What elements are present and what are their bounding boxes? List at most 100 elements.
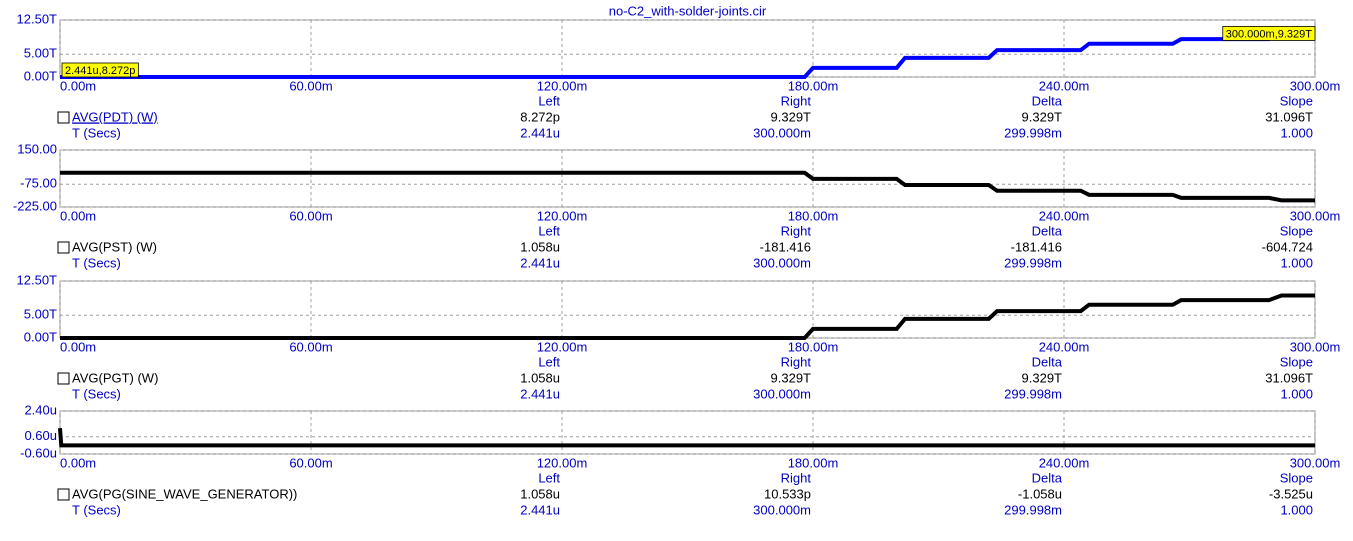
x-axis-label: T (Secs) — [72, 386, 121, 401]
cursor-header: Right — [781, 354, 812, 369]
x-tick-label: 60.00m — [289, 208, 332, 223]
cursor-x-value: 1.000 — [1280, 255, 1313, 270]
plot-frame — [59, 410, 1316, 455]
legend-entry: AVG(PDT) (W) — [72, 109, 158, 124]
x-tick-label: 120.00m — [537, 78, 588, 93]
y-tick-label: 0.00T — [24, 329, 57, 344]
y-tick-label: 5.00T — [24, 307, 57, 322]
legend-entry: AVG(PG(SINE_WAVE_GENERATOR)) — [72, 486, 297, 501]
cursor-header: Delta — [1032, 93, 1063, 108]
annotation: 2.441u,8.272p — [61, 62, 139, 78]
y-tick-label: 0.60u — [24, 428, 57, 443]
y-tick-label: 12.50T — [17, 11, 58, 26]
trace-checkbox — [57, 372, 70, 385]
cursor-x-value: 300.000m — [753, 125, 811, 140]
x-tick-label: 240.00m — [1039, 455, 1090, 470]
cursor-x-value: 299.998m — [1004, 125, 1062, 140]
x-tick-label: 120.00m — [537, 339, 588, 354]
cursor-x-value: 300.000m — [753, 255, 811, 270]
data-line — [58, 428, 1315, 448]
annotation-text: 2.441u,8.272p — [65, 65, 135, 77]
cursor-x-value: 300.000m — [753, 502, 811, 517]
cursor-value: 9.329T — [1022, 109, 1063, 124]
cursor-value: -181.416 — [760, 239, 811, 254]
trace-checkbox — [57, 111, 70, 124]
cursor-value: 1.058u — [520, 239, 560, 254]
legend-entry: AVG(PGT) (W) — [72, 370, 158, 385]
cursor-x-value: 299.998m — [1004, 502, 1062, 517]
y-tick-label: -0.60u — [20, 445, 57, 460]
cursor-value: 1.058u — [520, 370, 560, 385]
x-tick-label: 0.00m — [60, 208, 96, 223]
y-tick-label: 150.00 — [17, 141, 57, 156]
x-tick-label: 60.00m — [289, 78, 332, 93]
cursor-header: Delta — [1032, 223, 1063, 238]
data-line — [60, 170, 1315, 203]
x-tick-label: 240.00m — [1039, 78, 1090, 93]
annotation-box — [1222, 26, 1316, 41]
y-tick-label: -75.00 — [20, 176, 57, 191]
x-tick-label: 180.00m — [788, 339, 839, 354]
x-tick-label: 300.00m — [1290, 455, 1341, 470]
x-tick-label: 60.00m — [289, 339, 332, 354]
trace-checkbox — [57, 488, 70, 501]
plot-frame — [59, 149, 1316, 208]
trace-checkbox — [57, 241, 70, 254]
y-tick-label: 0.00T — [24, 68, 57, 83]
cursor-value: -3.525u — [1269, 486, 1313, 501]
x-tick-label: 0.00m — [60, 455, 96, 470]
x-tick-label: 180.00m — [788, 208, 839, 223]
cursor-header: Right — [781, 93, 812, 108]
cursor-value: 9.329T — [771, 370, 812, 385]
cursor-value: 10.533p — [764, 486, 811, 501]
x-tick-label: 180.00m — [788, 78, 839, 93]
cursor-header: Delta — [1032, 470, 1063, 485]
x-tick-label: 120.00m — [537, 208, 588, 223]
cursor-value: 9.329T — [771, 109, 812, 124]
annotation-text: 300.000m,9.329T — [1226, 28, 1313, 40]
cursor-header: Left — [538, 93, 560, 108]
x-tick-label: 240.00m — [1039, 208, 1090, 223]
cursor-x-value: 2.441u — [520, 502, 560, 517]
cursor-value: -1.058u — [1018, 486, 1062, 501]
cursor-x-value: 2.441u — [520, 125, 560, 140]
legend-entry: AVG(PST) (W) — [72, 239, 157, 254]
x-tick-label: 300.00m — [1290, 339, 1341, 354]
cursor-header: Slope — [1280, 354, 1313, 369]
cursor-header: Left — [538, 470, 560, 485]
y-tick-label: -225.00 — [13, 198, 57, 213]
cursor-header: Left — [538, 223, 560, 238]
cursor-header: Slope — [1280, 93, 1313, 108]
cursor-header: Right — [781, 223, 812, 238]
cursor-value: -604.724 — [1262, 239, 1313, 254]
cursor-header: Left — [538, 354, 560, 369]
cursor-header: Slope — [1280, 223, 1313, 238]
y-tick-label: 2.40u — [24, 402, 57, 417]
cursor-x-value: 300.000m — [753, 386, 811, 401]
x-tick-label: 0.00m — [60, 78, 96, 93]
y-tick-label: 12.50T — [17, 272, 58, 287]
cursor-x-value: 1.000 — [1280, 502, 1313, 517]
cursor-header: Slope — [1280, 470, 1313, 485]
cursor-x-value: 2.441u — [520, 255, 560, 270]
cursor-value: 31.096T — [1265, 370, 1313, 385]
x-axis-label: T (Secs) — [72, 255, 121, 270]
y-tick-label: 5.00T — [24, 46, 57, 61]
cursor-header: Delta — [1032, 354, 1063, 369]
annotation-box — [61, 62, 139, 78]
cursor-value: 1.058u — [520, 486, 560, 501]
cursor-value: 8.272p — [520, 109, 560, 124]
x-tick-label: 300.00m — [1290, 78, 1341, 93]
x-tick-label: 300.00m — [1290, 208, 1341, 223]
cursor-x-value: 1.000 — [1280, 386, 1313, 401]
x-tick-label: 60.00m — [289, 455, 332, 470]
chart-title: no-C2_with-solder-joints.cir — [609, 3, 767, 18]
x-tick-label: 180.00m — [788, 455, 839, 470]
data-line — [60, 32, 1315, 79]
x-axis-label: T (Secs) — [72, 502, 121, 517]
plot-frame — [59, 19, 1316, 78]
plot-frame — [59, 280, 1316, 339]
cursor-value: 31.096T — [1265, 109, 1313, 124]
